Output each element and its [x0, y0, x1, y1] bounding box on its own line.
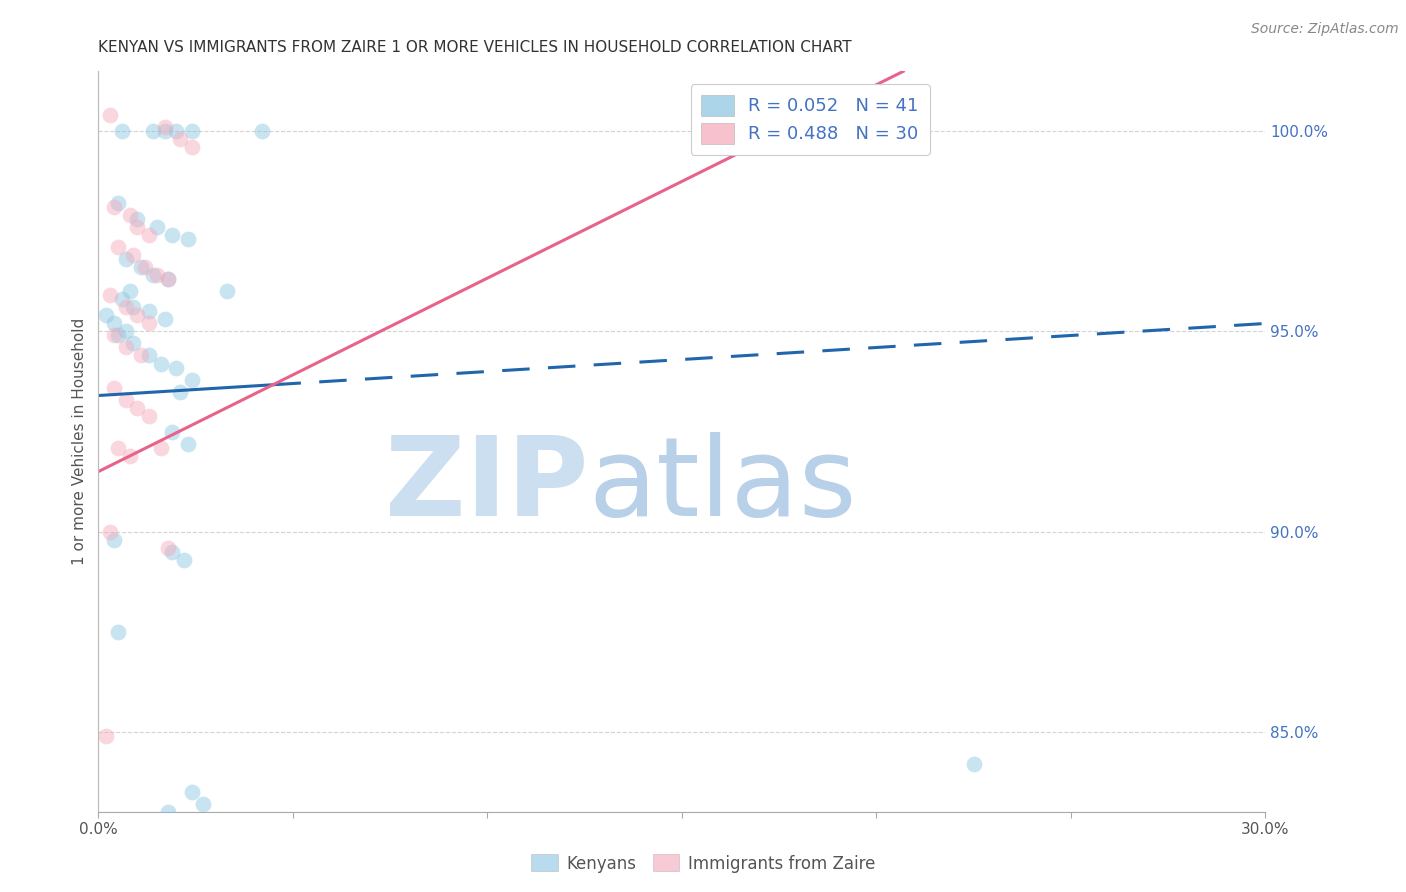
Point	[114, 392, 136, 407]
Point	[149, 441, 172, 455]
Point	[142, 268, 165, 283]
Point	[127, 309, 149, 323]
Point	[153, 124, 176, 138]
Point	[142, 124, 165, 138]
Legend: Kenyans, Immigrants from Zaire: Kenyans, Immigrants from Zaire	[524, 847, 882, 880]
Point	[138, 349, 160, 363]
Point	[180, 372, 202, 386]
Text: Source: ZipAtlas.com: Source: ZipAtlas.com	[1251, 22, 1399, 37]
Point	[134, 260, 156, 275]
Text: ZIP: ZIP	[385, 433, 589, 540]
Point	[157, 805, 180, 819]
Point	[129, 349, 152, 363]
Point	[114, 301, 136, 315]
Point	[138, 228, 160, 243]
Point	[169, 132, 191, 146]
Point	[111, 124, 134, 138]
Point	[98, 108, 121, 122]
Point	[107, 328, 129, 343]
Point	[107, 441, 129, 455]
Text: atlas: atlas	[589, 433, 858, 540]
Point	[138, 317, 160, 331]
Point	[162, 425, 184, 439]
Point	[114, 325, 136, 339]
Point	[165, 360, 187, 375]
Point	[215, 285, 238, 299]
Point	[193, 797, 215, 811]
Point	[122, 248, 145, 262]
Point	[103, 317, 125, 331]
Point	[180, 785, 202, 799]
Point	[177, 436, 200, 450]
Point	[157, 272, 180, 286]
Point	[98, 288, 121, 302]
Point	[153, 312, 176, 326]
Point	[180, 140, 202, 154]
Point	[157, 272, 180, 286]
Point	[127, 401, 149, 415]
Point	[107, 240, 129, 254]
Point	[122, 336, 145, 351]
Point	[103, 380, 125, 394]
Point	[107, 624, 129, 639]
Point	[180, 124, 202, 138]
Legend: R = 0.052   N = 41, R = 0.488   N = 30: R = 0.052 N = 41, R = 0.488 N = 30	[690, 84, 929, 154]
Point	[129, 260, 152, 275]
Point	[122, 301, 145, 315]
Point	[103, 533, 125, 547]
Point	[118, 449, 141, 463]
Point	[162, 228, 184, 243]
Text: KENYAN VS IMMIGRANTS FROM ZAIRE 1 OR MORE VEHICLES IN HOUSEHOLD CORRELATION CHAR: KENYAN VS IMMIGRANTS FROM ZAIRE 1 OR MOR…	[98, 40, 852, 55]
Point	[118, 285, 141, 299]
Point	[962, 756, 984, 771]
Point	[127, 220, 149, 235]
Y-axis label: 1 or more Vehicles in Household: 1 or more Vehicles in Household	[72, 318, 87, 566]
Point	[107, 196, 129, 211]
Point	[146, 268, 169, 283]
Point	[103, 201, 125, 215]
Point	[98, 524, 121, 539]
Point	[138, 304, 160, 318]
Point	[103, 328, 125, 343]
Point	[96, 309, 118, 323]
Point	[165, 124, 187, 138]
Point	[157, 541, 180, 555]
Point	[118, 209, 141, 223]
Point	[162, 544, 184, 558]
Point	[111, 293, 134, 307]
Point	[250, 124, 273, 138]
Point	[127, 212, 149, 227]
Point	[169, 384, 191, 399]
Point	[177, 232, 200, 246]
Point	[146, 220, 169, 235]
Point	[173, 552, 195, 566]
Point	[149, 357, 172, 371]
Point	[138, 409, 160, 423]
Point	[96, 729, 118, 743]
Point	[114, 252, 136, 267]
Point	[153, 120, 176, 135]
Point	[114, 341, 136, 355]
